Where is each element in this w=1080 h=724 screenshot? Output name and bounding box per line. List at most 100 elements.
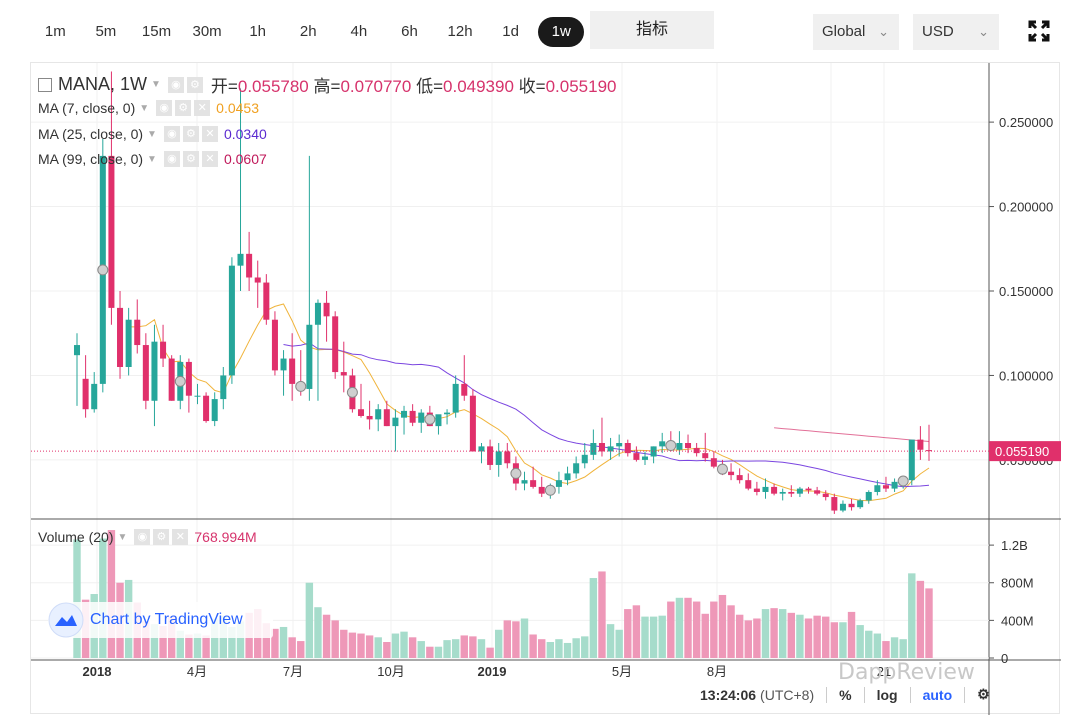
time-tick-label: 2018 — [83, 664, 112, 679]
gear-icon[interactable]: ⚙ — [182, 151, 199, 167]
timezone-label[interactable]: (UTC+8) — [760, 686, 815, 703]
time-tick-label: 2019 — [478, 664, 507, 679]
volume-bar — [434, 646, 443, 658]
event-marker[interactable] — [716, 463, 728, 475]
volume-bar — [761, 609, 770, 658]
auto-toggle[interactable]: auto — [922, 686, 953, 703]
interval-2h[interactable]: 2h — [299, 23, 317, 40]
caret-down-icon[interactable]: ▼ — [147, 153, 157, 165]
symbol-label: MANA, 1W — [58, 74, 148, 94]
fullscreen-icon[interactable] — [1022, 14, 1056, 48]
candle-body — [418, 412, 425, 423]
volume-bar — [641, 616, 649, 658]
volume-bar — [873, 633, 882, 658]
candle-body — [263, 282, 270, 320]
event-marker[interactable] — [897, 475, 909, 487]
candle-body — [521, 480, 528, 484]
volume-bar — [271, 628, 279, 658]
candle-body — [220, 375, 227, 400]
close-icon[interactable]: ✕ — [201, 126, 218, 142]
settings-gear-icon[interactable]: ⚙ — [977, 686, 990, 702]
interval-5m[interactable]: 5m — [95, 23, 117, 40]
time-tick-label: 10月 — [377, 664, 404, 679]
toolbar: 1m 5m 15m 30m 1h 2h 4h 6h 12h 1d 1w 指标 Global ⌄ US… — [0, 0, 1080, 62]
percent-toggle[interactable]: % — [839, 686, 852, 703]
eye-icon[interactable]: ◉ — [156, 100, 173, 116]
volume-bar — [667, 601, 675, 658]
candle-body — [848, 503, 855, 508]
interval-1w[interactable]: 1w — [538, 17, 585, 47]
event-marker[interactable] — [424, 413, 436, 425]
interval-1h[interactable]: 1h — [249, 23, 267, 40]
log-toggle[interactable]: log — [876, 686, 898, 703]
candle-body — [538, 486, 545, 494]
currency-select[interactable]: USD ⌄ — [913, 14, 999, 50]
volume-bar — [589, 578, 598, 658]
volume-bar — [142, 621, 150, 658]
interval-12h[interactable]: 12h — [447, 23, 473, 40]
event-marker[interactable] — [544, 484, 556, 496]
candle-body — [495, 451, 502, 465]
indicators-button[interactable]: 指标 — [590, 11, 714, 49]
candle-body — [375, 409, 382, 420]
volume-bar — [443, 640, 451, 658]
event-marker[interactable] — [97, 264, 109, 276]
volume-bar — [778, 609, 787, 658]
ma99-label: MA (99, close, 0) — [38, 151, 144, 167]
close-icon[interactable]: ✕ — [194, 100, 211, 116]
event-marker[interactable] — [665, 440, 677, 452]
volume-tick-label: 800M — [1001, 576, 1034, 591]
volume-bar — [701, 613, 709, 658]
event-marker[interactable] — [174, 375, 186, 387]
region-select[interactable]: Global ⌄ — [813, 14, 899, 50]
gear-icon[interactable]: ⚙ — [182, 126, 199, 142]
candle-body — [753, 488, 760, 492]
gear-icon[interactable]: ⚙ — [153, 529, 170, 545]
candle-body — [728, 471, 735, 476]
gear-icon[interactable]: ⚙ — [186, 76, 203, 93]
gear-icon[interactable]: ⚙ — [175, 100, 192, 116]
volume-bar — [847, 611, 856, 658]
ma25-legend: MA (25, close, 0) ▼ ◉ ⚙ ✕ 0.0340 — [38, 126, 267, 142]
caret-down-icon[interactable]: ▼ — [117, 531, 128, 543]
event-marker[interactable] — [510, 467, 522, 479]
volume-bar — [787, 612, 796, 658]
ma7-label: MA (7, close, 0) — [38, 100, 136, 116]
caret-down-icon[interactable]: ▼ — [139, 102, 150, 114]
volume-bar — [460, 635, 468, 658]
candle-body — [504, 451, 511, 464]
eye-icon[interactable]: ◉ — [163, 126, 180, 142]
caret-down-icon[interactable]: ▼ — [151, 79, 161, 90]
interval-6h[interactable]: 6h — [401, 23, 418, 40]
collapse-icon[interactable] — [38, 77, 52, 92]
event-marker[interactable] — [346, 386, 358, 398]
candle-body — [409, 410, 416, 423]
interval-15m[interactable]: 15m — [141, 23, 172, 40]
tradingview-logo-icon — [48, 602, 84, 638]
eye-icon[interactable]: ◉ — [134, 529, 151, 545]
candle-body — [788, 491, 795, 494]
interval-1m[interactable]: 1m — [44, 23, 66, 40]
eye-icon[interactable]: ◉ — [163, 151, 180, 167]
close-icon[interactable]: ✕ — [201, 151, 218, 167]
close-icon[interactable]: ✕ — [172, 529, 189, 545]
candle-body — [151, 341, 158, 401]
candle-body — [185, 361, 192, 396]
candle-body — [745, 480, 752, 489]
volume-bar — [710, 601, 718, 658]
volume-bar — [529, 634, 537, 658]
caret-down-icon[interactable]: ▼ — [147, 128, 157, 140]
interval-1d[interactable]: 1d — [502, 23, 519, 40]
candle-body — [925, 450, 933, 452]
tradingview-watermark[interactable]: Chart by TradingView — [48, 602, 273, 638]
volume-bar — [908, 573, 916, 658]
chart-canvas[interactable]: 0.2500000.2000000.1500000.1000000.050000… — [31, 63, 1061, 715]
event-marker[interactable] — [295, 380, 307, 392]
interval-30m[interactable]: 30m — [192, 23, 222, 40]
high-label: 高= — [313, 77, 341, 96]
candle-body — [401, 410, 408, 418]
interval-4h[interactable]: 4h — [350, 23, 368, 40]
eye-icon[interactable]: ◉ — [167, 76, 184, 93]
ma25-value: 0.0340 — [223, 126, 267, 142]
candle-body — [710, 458, 717, 467]
